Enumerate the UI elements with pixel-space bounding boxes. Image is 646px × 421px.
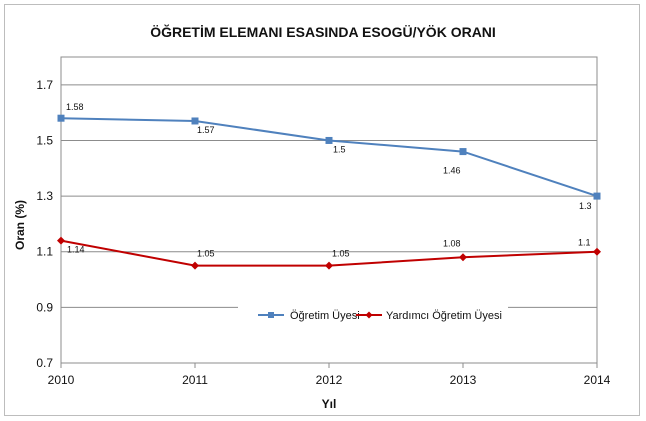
legend: Öğretim Üyesi Yardımcı Öğretim Üyesi [238,303,508,325]
data-label: 1.08 [443,238,461,248]
x-tick-label: 2012 [316,373,343,387]
x-tick-label: 2010 [48,373,75,387]
series-marker-diamond [57,236,65,245]
y-tick-label: 0.9 [36,300,53,314]
y-tick-label: 1.7 [36,78,53,92]
x-tick-label: 2014 [584,373,611,387]
series-marker-diamond [325,261,333,270]
data-label: 1.05 [332,249,350,259]
series-marker-diamond [191,261,199,270]
legend-label-0: Öğretim Üyesi [290,310,360,322]
y-axis-ticks: 0.7 0.9 1.1 1.3 1.5 1.7 [36,78,53,370]
legend-marker-diamond [365,311,373,319]
data-labels: 1.58 1.57 1.5 1.46 1.3 1.14 1.05 1.05 1.08 1.1 [66,102,592,258]
data-label: 1.58 [66,102,84,112]
series-marker-diamond [459,253,467,262]
legend-marker-square [268,312,274,318]
series-marker-square [57,114,65,122]
data-label: 1.5 [333,144,346,154]
y-axis-title: Oran (%) [13,200,27,250]
y-tick-label: 1.1 [36,245,53,259]
data-label: 1.14 [67,245,85,255]
y-tick-label: 0.7 [36,356,53,370]
x-axis-ticks: 2010 2011 2012 2013 2014 [48,363,611,387]
series-marker-square [191,117,199,125]
x-tick-label: 2011 [182,373,208,387]
series-marker-diamond [593,247,601,256]
data-label: 1.3 [579,201,592,211]
chart-title: ÖĞRETİM ELEMANI ESASINDA ESOGÜ/YÖK ORANI [150,23,496,40]
data-label: 1.05 [197,249,215,259]
series-marker-square [593,192,601,200]
y-tick-label: 1.5 [36,133,53,147]
data-label: 1.46 [443,166,461,176]
x-axis-title: Yıl [322,397,337,411]
series-marker-square [459,148,467,156]
series-layer [57,114,601,270]
series-marker-square [325,136,333,144]
y-tick-label: 1.3 [36,189,53,203]
legend-label-1: Yardımcı Öğretim Üyesi [386,310,502,322]
data-label: 1.57 [197,125,215,135]
data-label: 1.1 [578,238,591,248]
x-tick-label: 2013 [450,373,477,387]
